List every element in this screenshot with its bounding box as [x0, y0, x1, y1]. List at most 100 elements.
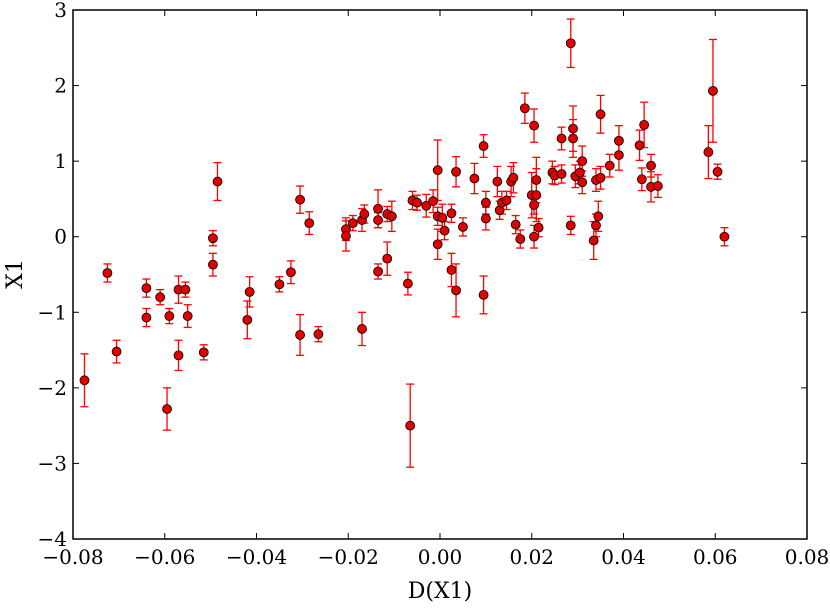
data-point — [646, 160, 656, 171]
data-point — [501, 195, 512, 206]
data-point — [432, 239, 443, 250]
x-tick-label: 0.00 — [418, 545, 463, 569]
data-point — [708, 85, 718, 96]
data-point — [604, 160, 615, 171]
data-point — [556, 133, 567, 144]
data-point — [373, 203, 383, 214]
data-point — [634, 140, 645, 151]
data-point — [478, 290, 489, 300]
data-point — [180, 284, 191, 295]
y-tick-label: 0 — [54, 225, 67, 249]
data-point — [359, 209, 370, 219]
data-point — [480, 213, 491, 224]
data-point — [653, 181, 663, 191]
data-point — [373, 215, 383, 225]
data-point — [556, 169, 567, 179]
x-tick-label: −0.08 — [42, 545, 103, 569]
data-point — [162, 404, 172, 414]
data-point — [510, 219, 521, 230]
data-point — [141, 312, 152, 323]
data-point — [577, 177, 588, 188]
x-tick-label: −0.06 — [134, 545, 195, 569]
data-point — [529, 200, 539, 210]
data-point — [347, 218, 358, 229]
x-axis-title: D(X1) — [408, 579, 472, 604]
data-point — [451, 166, 461, 177]
data-point — [382, 253, 393, 264]
data-point — [405, 420, 416, 431]
x-tick-label: 0.02 — [509, 545, 554, 569]
data-point — [373, 266, 383, 277]
data-point — [173, 350, 184, 361]
errorbars-layer — [80, 18, 729, 468]
data-point — [478, 141, 489, 151]
data-point — [458, 221, 468, 232]
data-point — [446, 208, 457, 219]
x-tick-label: −0.02 — [318, 545, 379, 569]
data-point — [593, 211, 604, 222]
data-point — [313, 329, 324, 340]
data-point — [519, 103, 530, 114]
data-point — [437, 212, 448, 223]
data-point — [480, 197, 491, 208]
data-point — [469, 173, 480, 184]
data-point — [595, 172, 606, 183]
data-point — [529, 120, 539, 131]
y-tick-label: −1 — [38, 300, 67, 324]
y-tick-label: −4 — [38, 527, 67, 551]
data-point — [357, 324, 367, 334]
data-point — [531, 190, 542, 201]
data-point — [402, 278, 413, 289]
data-point — [588, 235, 599, 246]
markers-layer — [79, 38, 730, 431]
data-point — [208, 259, 218, 270]
data-point — [508, 172, 519, 183]
y-tick-label: −2 — [38, 376, 67, 400]
data-point — [182, 311, 193, 321]
data-point — [492, 176, 503, 187]
data-point — [577, 156, 588, 167]
data-point — [141, 283, 152, 294]
data-point — [102, 268, 113, 278]
data-point — [451, 285, 461, 296]
data-point — [111, 346, 122, 357]
data-point — [614, 150, 624, 160]
data-point — [533, 222, 544, 233]
data-point — [244, 286, 255, 297]
data-point — [432, 165, 443, 176]
x-tick-label: 0.08 — [785, 545, 830, 569]
data-point — [565, 220, 576, 231]
data-point — [274, 279, 285, 290]
y-tick-label: −3 — [38, 451, 67, 475]
plot-frame — [72, 9, 808, 540]
data-point — [164, 311, 175, 321]
data-point — [591, 220, 601, 231]
data-point — [304, 218, 315, 229]
data-point — [295, 330, 305, 340]
data-point — [575, 167, 585, 178]
data-point — [386, 211, 397, 222]
data-point — [428, 196, 439, 207]
data-point — [568, 133, 578, 144]
data-point — [639, 119, 650, 130]
x-tick-label: 0.06 — [693, 545, 738, 569]
x-tick-label: 0.04 — [601, 545, 646, 569]
y-tick-label: 1 — [54, 149, 67, 173]
data-point — [565, 38, 576, 49]
y-tick-label: 2 — [54, 74, 67, 98]
y-tick-label: 3 — [54, 0, 67, 22]
data-point — [412, 197, 422, 208]
data-point — [529, 231, 539, 242]
ticks-layer: −0.08 −0.06 −0.04 −0.02 0.00 0.02 0.04 0.06 0.08… — [38, 0, 830, 569]
data-point — [515, 234, 526, 244]
data-point — [242, 314, 253, 325]
data-point — [208, 233, 218, 244]
data-point — [595, 109, 606, 120]
data-point — [636, 174, 647, 185]
x-tick-label: −0.04 — [226, 545, 287, 569]
data-point — [421, 200, 432, 211]
data-point — [568, 123, 578, 134]
data-point — [712, 166, 723, 177]
data-point — [439, 225, 450, 236]
